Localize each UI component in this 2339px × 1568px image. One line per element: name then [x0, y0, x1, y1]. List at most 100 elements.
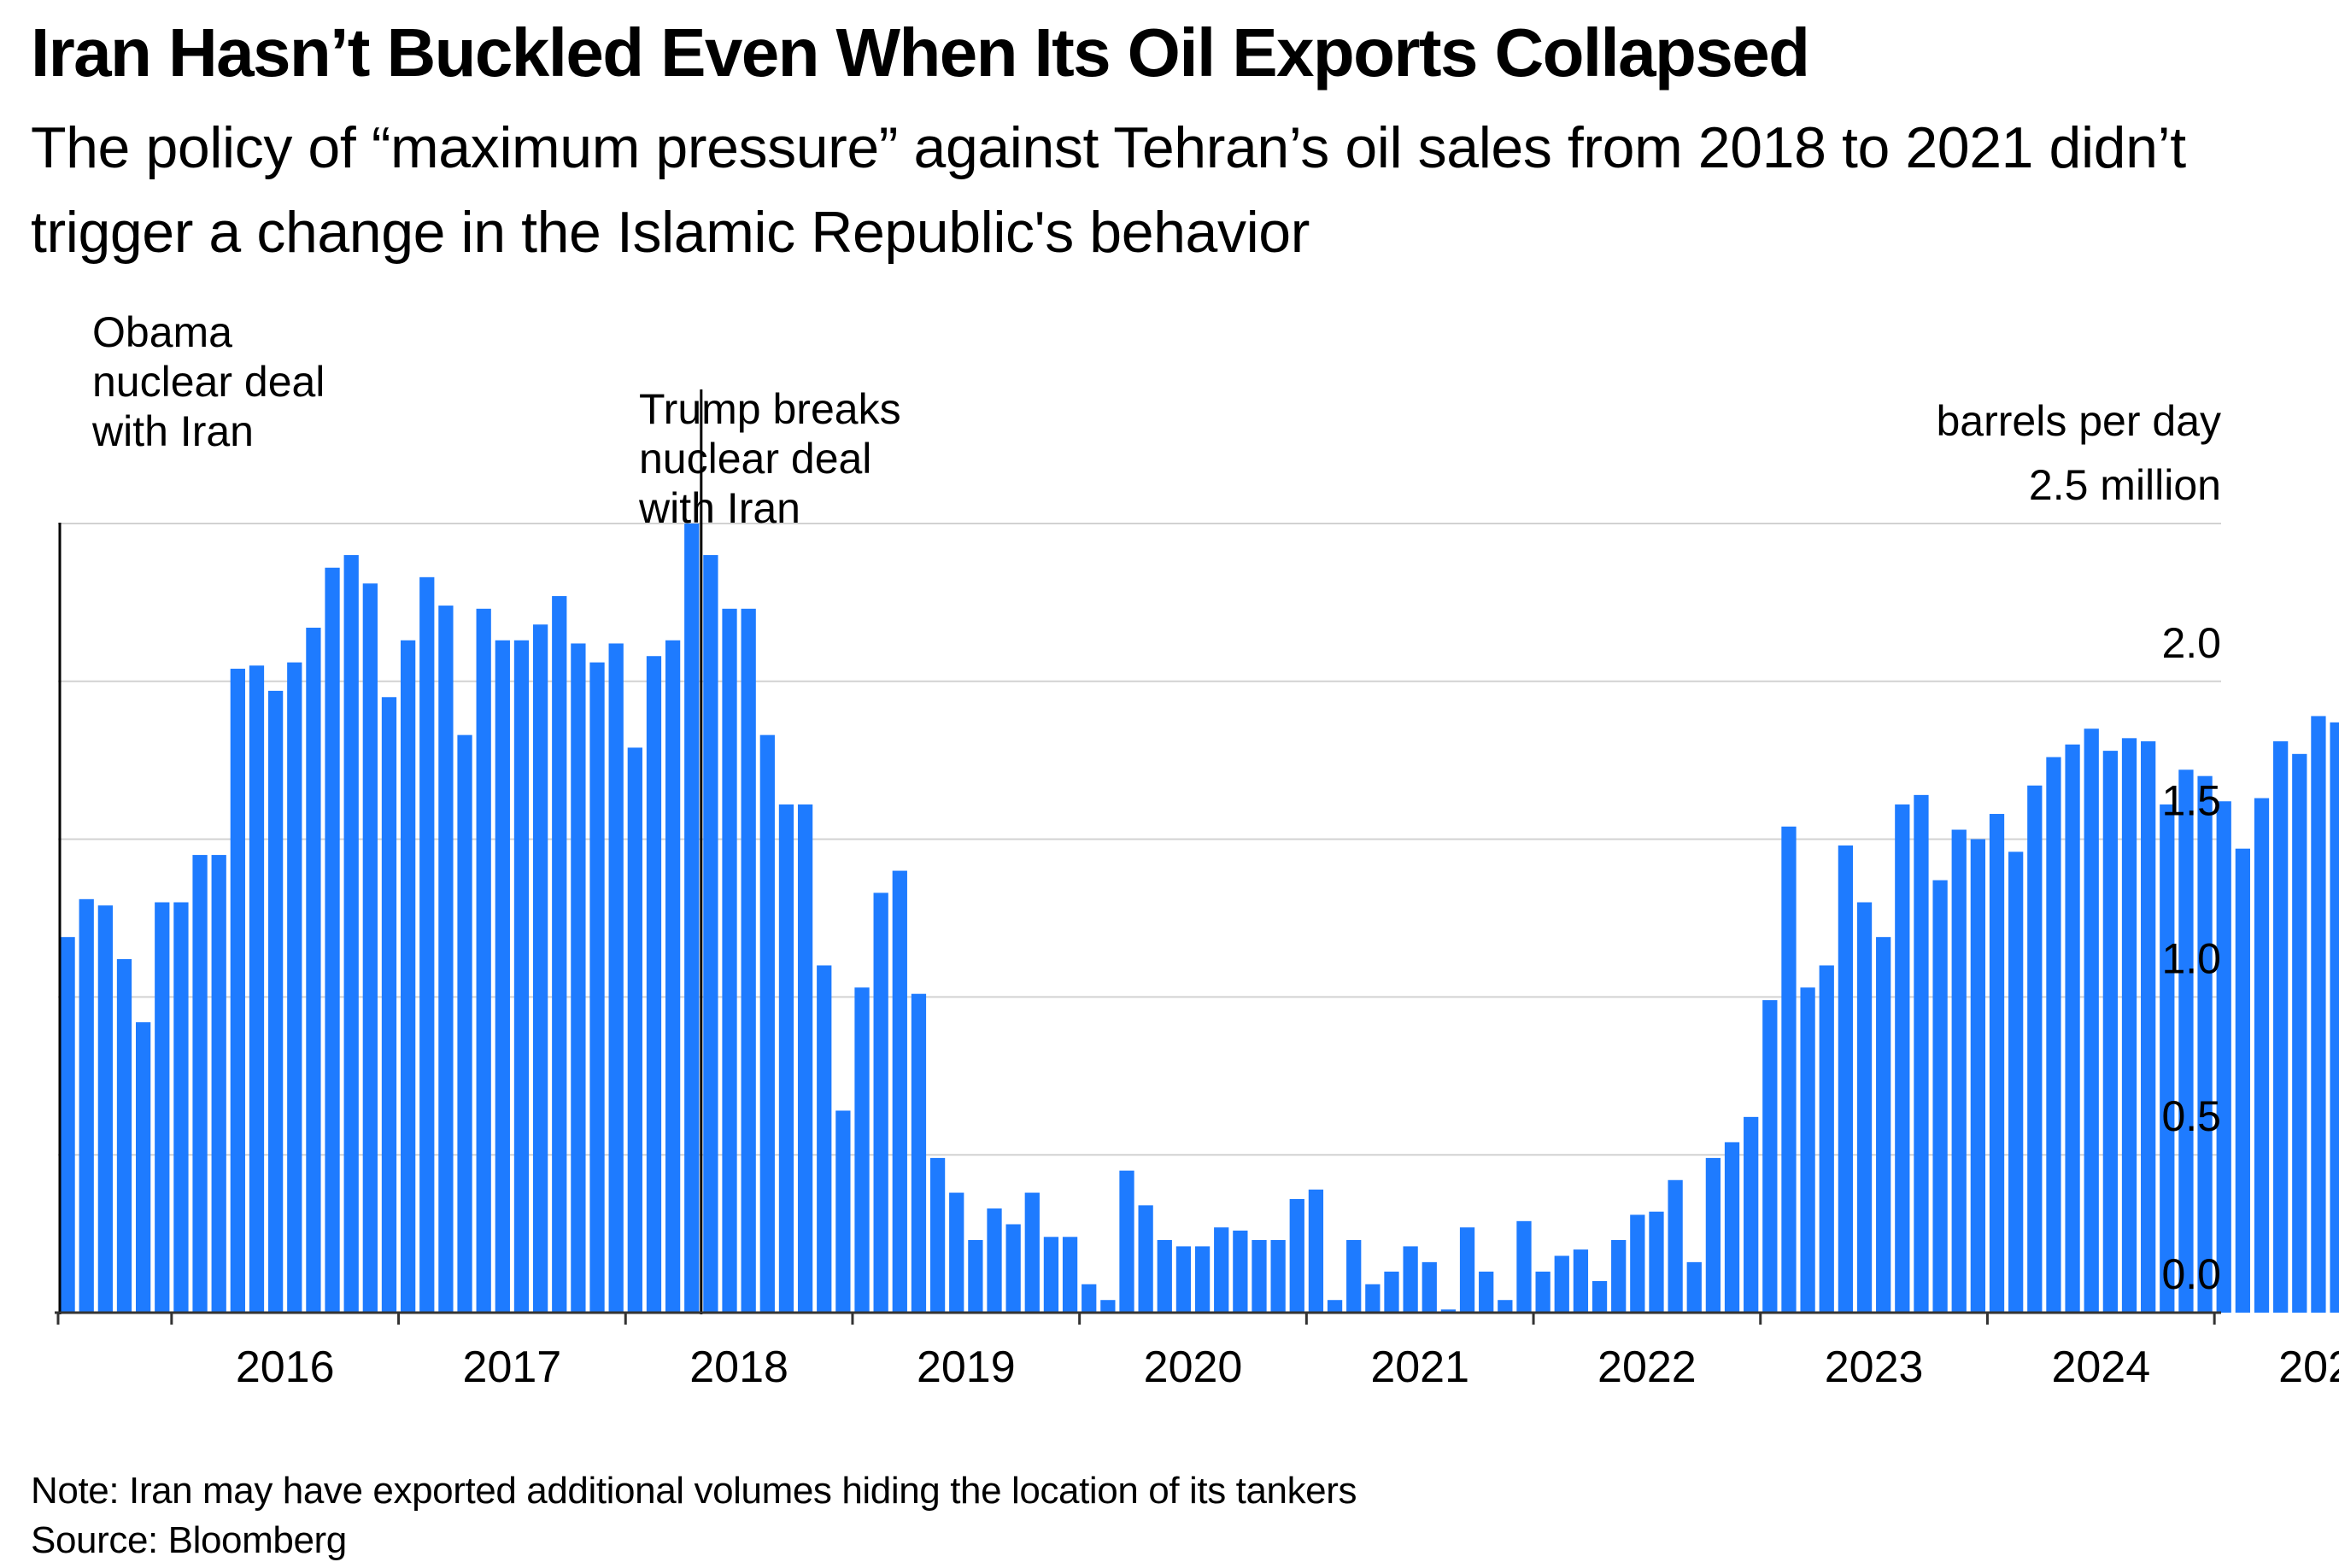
bar — [249, 665, 265, 1313]
bar — [400, 640, 416, 1313]
bar — [1233, 1230, 1248, 1313]
bar — [2084, 728, 2099, 1313]
bar — [911, 993, 927, 1313]
bar — [2046, 757, 2061, 1313]
bar — [230, 669, 245, 1313]
bar — [2102, 751, 2119, 1313]
bar — [2273, 741, 2289, 1313]
bar — [722, 608, 737, 1313]
bar — [987, 1208, 1002, 1313]
bar — [1838, 845, 1854, 1313]
bar — [2292, 753, 2307, 1313]
bar — [1270, 1239, 1286, 1313]
x-tick-label: 2024 — [2051, 1343, 2150, 1392]
bar — [1194, 1246, 1211, 1313]
bar — [1819, 965, 1834, 1313]
bar — [627, 747, 642, 1313]
bar — [136, 1021, 151, 1313]
bar — [495, 640, 510, 1313]
bar — [778, 804, 794, 1313]
bar — [1346, 1239, 1362, 1313]
bar — [703, 554, 718, 1313]
bar — [1138, 1205, 1153, 1313]
bar — [1989, 814, 2005, 1313]
bar — [457, 734, 472, 1313]
bar — [343, 554, 359, 1313]
bar — [1157, 1239, 1172, 1313]
bar — [1573, 1249, 1589, 1313]
bar — [646, 656, 662, 1313]
bar — [1762, 1000, 1778, 1313]
bar — [1062, 1237, 1078, 1313]
y-tick-label: 2.0 — [2161, 619, 2221, 667]
bar — [2027, 785, 2043, 1313]
bar — [1951, 829, 1967, 1313]
bar — [1365, 1284, 1381, 1313]
bar — [1856, 902, 1873, 1313]
bar — [2311, 716, 2326, 1313]
y-tick-label: 0.5 — [2161, 1092, 2221, 1140]
bar — [589, 662, 605, 1313]
bar — [665, 640, 681, 1313]
bar — [362, 583, 378, 1313]
bar — [797, 804, 813, 1313]
bar — [1289, 1198, 1304, 1313]
bar — [1516, 1220, 1532, 1313]
bar — [1649, 1211, 1664, 1313]
bar — [1535, 1271, 1551, 1313]
bar — [1781, 826, 1797, 1313]
y-tick-label: 2.5 million — [2029, 461, 2221, 509]
bar — [1327, 1300, 1343, 1313]
bar — [1686, 1261, 1702, 1313]
bar — [60, 937, 75, 1313]
bar — [2330, 722, 2339, 1313]
x-tick-label: 2022 — [1597, 1343, 1697, 1392]
bar — [211, 855, 226, 1313]
bar — [968, 1239, 983, 1313]
chart-title: Iran Hasn’t Buckled Even When Its Oil Ex… — [31, 15, 1810, 91]
bar — [1630, 1214, 1645, 1313]
bar — [2008, 851, 2024, 1313]
bar — [1440, 1309, 1457, 1313]
bar — [929, 1157, 946, 1313]
bar — [173, 902, 189, 1313]
bar — [1119, 1170, 1134, 1313]
chart-note: Note: Iran may have exported additional … — [31, 1470, 1357, 1512]
x-tick-label: 2021 — [1370, 1343, 1469, 1392]
bar — [1005, 1224, 1021, 1313]
bar — [1914, 794, 1929, 1313]
x-tick-label: 2018 — [689, 1343, 788, 1392]
bar — [155, 902, 170, 1313]
bar — [892, 870, 907, 1313]
bar — [2160, 804, 2175, 1313]
bar — [2216, 801, 2231, 1313]
bar — [1214, 1227, 1229, 1313]
bar — [1384, 1271, 1399, 1313]
bar — [2141, 741, 2156, 1313]
bar — [1876, 937, 1891, 1313]
bar — [419, 576, 435, 1313]
y-unit-label: barrels per day — [1937, 397, 2222, 445]
bar — [571, 643, 586, 1313]
bar — [1479, 1271, 1494, 1313]
annotation-text: nuclear deal — [92, 358, 325, 406]
x-tick-label: 2020 — [1144, 1343, 1243, 1392]
bar — [1100, 1300, 1116, 1313]
annotation-text: Obama — [92, 308, 232, 356]
bar — [817, 965, 832, 1313]
bar — [1422, 1261, 1437, 1313]
bar — [1554, 1255, 1569, 1313]
bar — [949, 1192, 964, 1313]
bar — [741, 608, 756, 1313]
bar — [1403, 1246, 1418, 1313]
bar — [854, 987, 870, 1313]
bar — [608, 643, 624, 1313]
bar — [1611, 1239, 1627, 1313]
bar — [116, 959, 132, 1313]
bar — [1459, 1227, 1475, 1313]
x-tick-label: 2025 — [2278, 1343, 2339, 1392]
bar — [1724, 1142, 1740, 1313]
bar — [2197, 775, 2213, 1313]
bar — [1024, 1192, 1040, 1313]
bar — [1895, 804, 1910, 1313]
